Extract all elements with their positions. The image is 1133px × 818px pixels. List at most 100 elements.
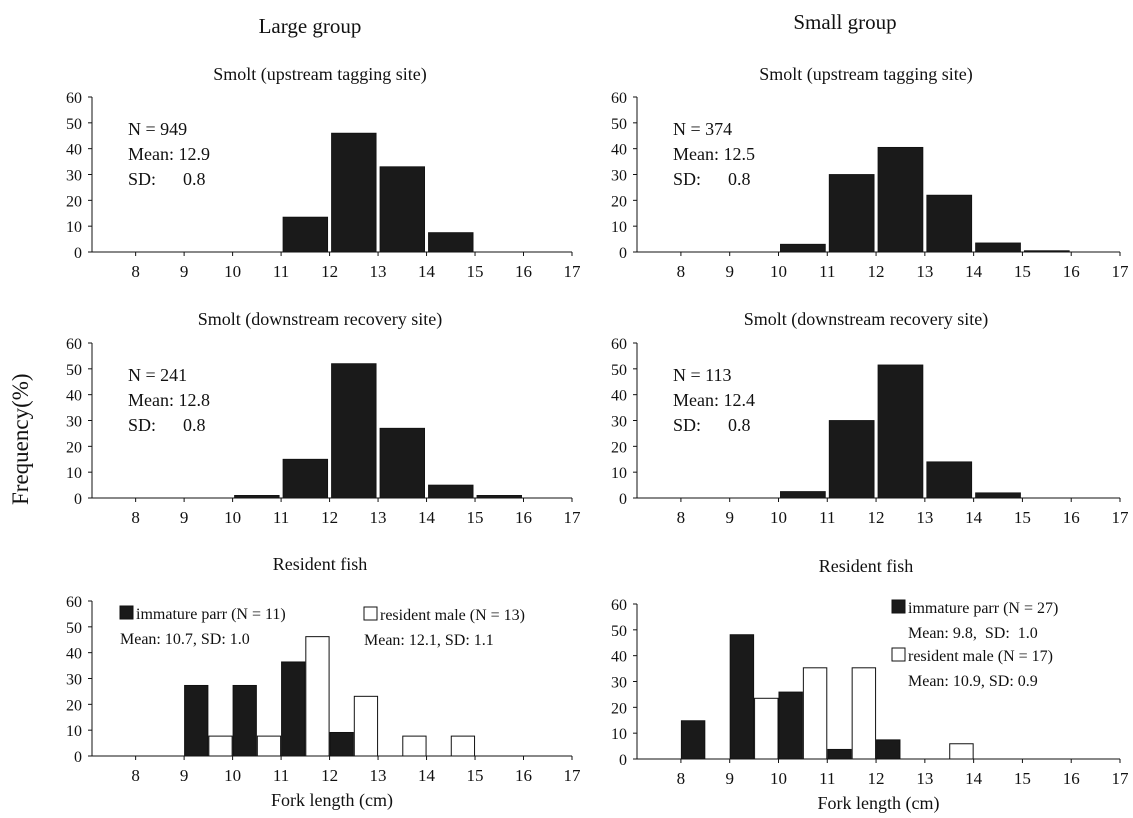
- x-tick-label: 16: [515, 508, 532, 527]
- y-tick-label: 20: [66, 439, 82, 456]
- histogram-bar: [877, 364, 924, 499]
- x-tick-label: 13: [916, 262, 933, 281]
- x-tick-label: 9: [180, 508, 189, 527]
- immature-parr-bar: [232, 684, 257, 757]
- histogram-bar: [926, 461, 973, 499]
- x-tick-label: 12: [321, 508, 338, 527]
- x-tick-label: 15: [1014, 769, 1031, 788]
- x-tick-label: 9: [180, 766, 189, 785]
- y-tick-label: 50: [66, 362, 82, 379]
- y-tick-label: 10: [66, 465, 82, 482]
- x-tick-label: 12: [868, 262, 885, 281]
- legend-stats: Mean: 10.7, SD: 1.0: [120, 631, 250, 648]
- x-tick-label: 17: [1112, 508, 1130, 527]
- x-tick-label: 9: [725, 769, 734, 788]
- y-tick-label: 60: [611, 597, 627, 614]
- immature-parr-bar: [281, 661, 306, 757]
- x-tick-label: 12: [321, 262, 338, 281]
- x-tick-label: 10: [770, 769, 787, 788]
- x-tick-label: 9: [180, 262, 189, 281]
- legend-label: immature parr (N = 11): [136, 606, 286, 623]
- stats-text: N = 949: [128, 119, 187, 139]
- legend-swatch-immature: [891, 599, 906, 614]
- legend-label: resident male (N = 17): [908, 648, 1053, 665]
- y-tick-label: 30: [611, 675, 627, 692]
- immature-parr-bar: [827, 748, 852, 760]
- legend-stats: Mean: 12.1, SD: 1.1: [364, 632, 494, 649]
- histogram-bar: [975, 242, 1021, 253]
- stats-text: Mean: 12.9: [128, 144, 210, 164]
- resident-male-bar: [754, 697, 779, 760]
- x-tick-label: 14: [965, 769, 983, 788]
- resident-male-bar: [353, 695, 379, 757]
- histogram-bar: [828, 174, 875, 253]
- histogram-bar: [877, 146, 924, 253]
- y-tick-label: 60: [66, 594, 82, 611]
- x-tick-label: 15: [1014, 508, 1031, 527]
- histogram-bar: [780, 243, 826, 253]
- x-tick-label: 8: [677, 262, 686, 281]
- x-tick-label: 12: [321, 766, 338, 785]
- histogram-bar: [282, 458, 329, 499]
- y-tick-label: 10: [66, 723, 82, 740]
- histogram-bar: [828, 420, 875, 499]
- immature-parr-bar: [680, 720, 706, 760]
- y-tick-label: 40: [611, 649, 627, 666]
- x-tick-label: 10: [224, 508, 241, 527]
- x-tick-label: 11: [273, 766, 289, 785]
- x-tick-label: 14: [418, 262, 436, 281]
- resident-male-bar: [208, 735, 233, 757]
- stats-text: Mean: 12.8: [128, 390, 210, 410]
- y-tick-label: 60: [611, 336, 627, 353]
- x-tick-label: 8: [131, 508, 140, 527]
- stats-text: SD: 0.8: [673, 169, 751, 189]
- histogram-bar: [780, 491, 826, 499]
- x-tick-label: 13: [916, 769, 933, 788]
- resident-male-bar: [402, 735, 427, 757]
- stats-text: Mean: 12.5: [673, 144, 755, 164]
- left-column-title: Large group: [258, 14, 362, 38]
- x-tick-label: 16: [1063, 769, 1080, 788]
- resident-male-bar: [305, 636, 330, 757]
- stats-text: N = 241: [128, 365, 187, 385]
- x-tick-label: 11: [819, 508, 835, 527]
- x-tick-label: 15: [467, 262, 484, 281]
- y-tick-label: 30: [66, 414, 82, 431]
- x-tick-label: 14: [965, 508, 983, 527]
- y-tick-label: 50: [611, 623, 627, 640]
- y-tick-label: 60: [611, 90, 627, 107]
- y-tick-label: 40: [611, 388, 627, 405]
- histogram-bar: [234, 495, 280, 499]
- stats-text: N = 374: [673, 119, 732, 139]
- panel-title: Smolt (upstream tagging site): [213, 64, 426, 85]
- y-tick-label: 10: [611, 726, 627, 743]
- histogram-bar: [331, 132, 377, 253]
- y-tick-label: 30: [66, 168, 82, 185]
- x-tick-label: 13: [370, 766, 387, 785]
- panel-title: Smolt (downstream recovery site): [744, 309, 988, 330]
- y-tick-label: 20: [611, 193, 627, 210]
- x-tick-label: 16: [515, 766, 532, 785]
- y-tick-label: 60: [66, 336, 82, 353]
- x-tick-label: 17: [1112, 769, 1130, 788]
- y-tick-label: 10: [66, 219, 82, 236]
- y-tick-label: 20: [66, 697, 82, 714]
- histogram-panel-2: Smolt (upstream tagging site) 0 10 20 30 40 50…: [611, 64, 1129, 281]
- x-tick-label: 15: [467, 766, 484, 785]
- y-tick-label: 20: [611, 439, 627, 456]
- x-tick-label: 11: [273, 262, 289, 281]
- histogram-bar: [975, 492, 1021, 499]
- histogram-bar: [926, 194, 973, 253]
- x-tick-label: 11: [819, 769, 835, 788]
- y-tick-label: 0: [619, 752, 627, 769]
- legend-label: immature parr (N = 27): [908, 600, 1058, 617]
- y-tick-label: 0: [74, 749, 82, 766]
- x-tick-label: 8: [677, 769, 686, 788]
- stats-text: SD: 0.8: [673, 415, 751, 435]
- histogram-bar: [282, 216, 329, 253]
- x-tick-label: 8: [131, 262, 140, 281]
- x-tick-label: 17: [1112, 262, 1130, 281]
- panel-title: Resident fish: [273, 554, 368, 574]
- y-tick-label: 30: [611, 168, 627, 185]
- x-tick-label: 12: [868, 508, 885, 527]
